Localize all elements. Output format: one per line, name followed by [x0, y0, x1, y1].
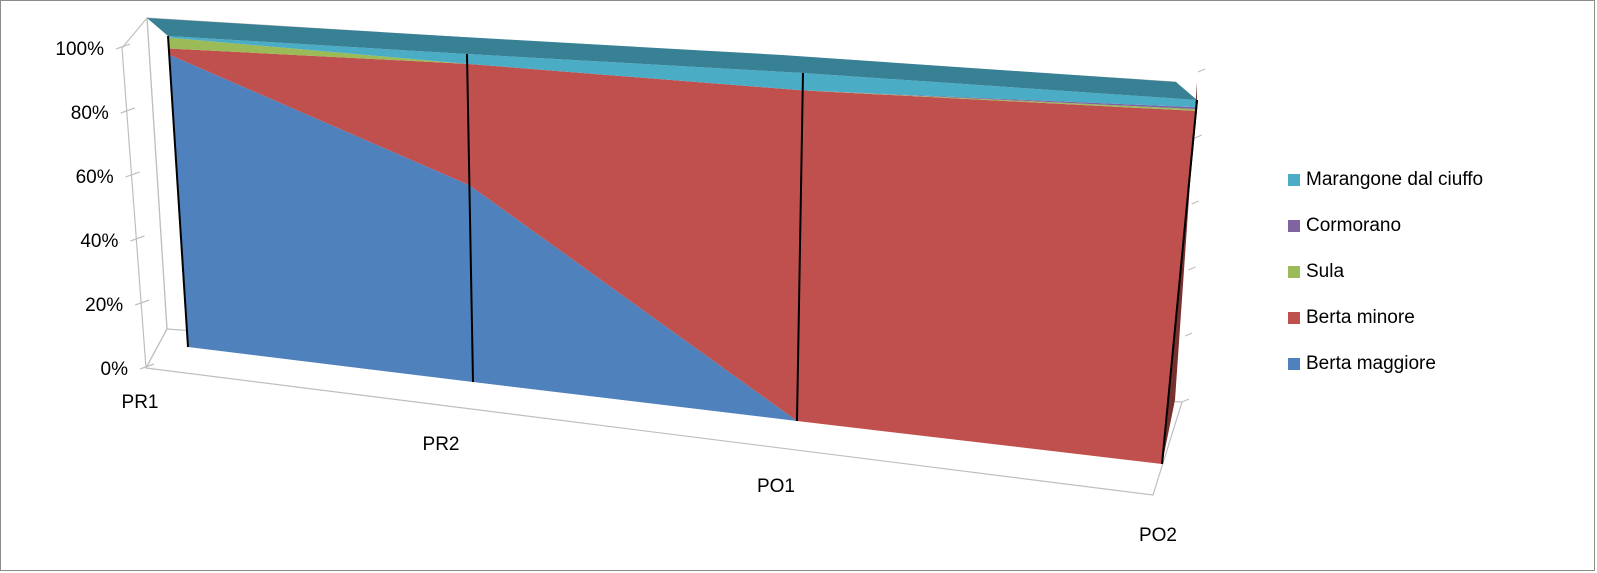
drop-line-po2	[1161, 99, 1198, 465]
side-wall	[121, 16, 168, 369]
drop-line-pr1	[167, 35, 189, 348]
area-series-marangone-dal-ciuffo	[168, 36, 1197, 108]
legend-swatch	[1288, 173, 1300, 186]
y-tick-label: 0%	[101, 359, 129, 380]
legend-label: Sula	[1306, 260, 1345, 282]
area-series-berta-minore	[168, 48, 1196, 464]
legend-item: Cormorano	[1288, 214, 1483, 237]
x-tick-label: PO2	[1139, 525, 1177, 546]
right-tick	[1184, 332, 1193, 337]
drop-line-pr2	[466, 53, 474, 383]
y-tick	[134, 299, 150, 306]
y-tick-label: 40%	[80, 231, 118, 252]
right-ticks	[1181, 68, 1206, 403]
area-series-group	[147, 18, 1198, 465]
y-tick	[139, 363, 155, 370]
area-series-berta-maggiore	[169, 54, 1162, 464]
legend-swatch	[1288, 219, 1300, 232]
y-tick-label: 100%	[55, 39, 104, 60]
legend-label: Marangone dal ciuffo	[1306, 168, 1484, 190]
y-tick	[115, 43, 131, 50]
y-tick-label: 60%	[76, 167, 114, 188]
y-tick	[120, 107, 136, 114]
right-tick	[1181, 398, 1190, 403]
y-tick	[125, 171, 140, 178]
right-tick	[1197, 68, 1206, 73]
legend-item: Berta maggiore	[1288, 352, 1483, 375]
y-tick-label: 80%	[71, 103, 109, 124]
right-tick	[1194, 134, 1203, 139]
legend-label: Berta minore	[1306, 306, 1415, 328]
drop-line-po1	[796, 72, 804, 422]
category-drop-lines	[167, 35, 1198, 465]
y-tick-label: 20%	[85, 295, 123, 316]
x-axis: PR1 PR2 PO1 PO2	[122, 392, 1178, 546]
legend-item: Berta minore	[1288, 306, 1483, 329]
chart-legend: Marangone dal ciuffo Cormorano Sula Berta m…	[1288, 168, 1483, 398]
legend-item: Sula	[1288, 260, 1483, 283]
legend-swatch	[1288, 265, 1300, 278]
legend-label: Cormorano	[1306, 214, 1402, 236]
x-tick-label: PO1	[757, 476, 795, 497]
right-tick	[1191, 200, 1199, 205]
right-tick	[1188, 266, 1196, 271]
legend-label: Berta maggiore	[1306, 352, 1436, 374]
area-top-face	[147, 18, 1197, 100]
x-tick-label: PR2	[423, 434, 460, 455]
legend-swatch	[1288, 357, 1300, 370]
y-axis-line	[121, 47, 147, 369]
y-axis: 0% 20% 40% 60% 80% 100%	[55, 39, 155, 380]
legend-item: Marangone dal ciuffo	[1288, 168, 1483, 191]
y-tick	[130, 235, 145, 242]
legend-swatch	[1288, 311, 1300, 324]
x-tick-label: PR1	[122, 392, 159, 413]
